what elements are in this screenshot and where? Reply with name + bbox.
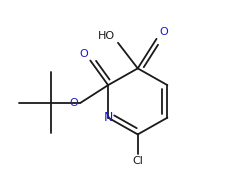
Text: HO: HO xyxy=(98,31,115,41)
Text: O: O xyxy=(80,49,88,59)
Text: Cl: Cl xyxy=(132,156,143,166)
Text: O: O xyxy=(70,98,79,108)
Text: N: N xyxy=(103,111,113,124)
Text: O: O xyxy=(159,27,168,37)
